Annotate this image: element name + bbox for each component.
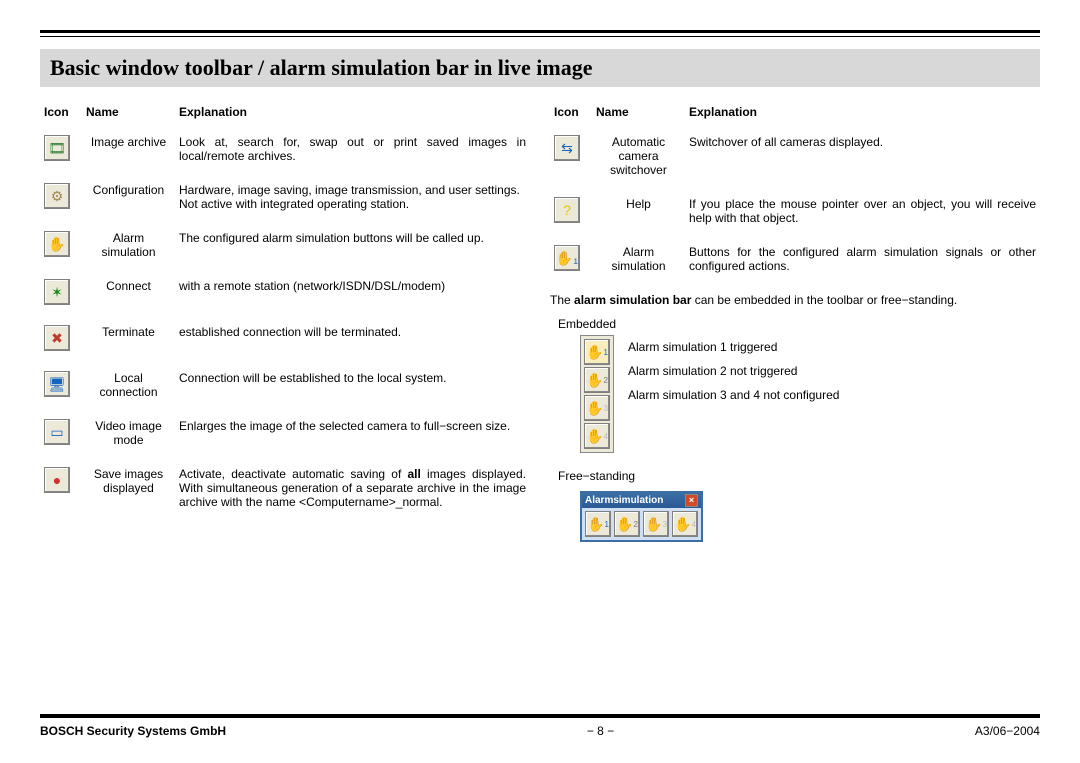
embedded-alarm-text: Alarm simulation 2 not triggered xyxy=(628,359,839,383)
table-row: ✖ Terminateestablished connection will be… xyxy=(40,319,530,365)
th-expl: Explanation xyxy=(685,101,1040,129)
table-row: ✶ Connectwith a remote station (network/I… xyxy=(40,273,530,319)
terminate-icon[interactable]: ✖ xyxy=(44,325,70,351)
alarm-sim-2-icon[interactable]: ✋2 xyxy=(584,367,610,393)
icon-name: Video image mode xyxy=(82,413,175,461)
table-row: ● Save images displayedActivate, deactiva… xyxy=(40,461,530,523)
alarm-simulation-icon[interactable]: ✋₁ xyxy=(554,245,580,271)
icon-explanation: Buttons for the configured alarm simulat… xyxy=(685,239,1040,287)
sim-note: The alarm simulation bar can be embedded… xyxy=(550,293,1040,307)
footer-company: BOSCH Security Systems GmbH xyxy=(40,724,226,738)
icon-name: Connect xyxy=(82,273,175,319)
automatic-camera-switchover-icon[interactable]: ⇆ xyxy=(554,135,580,161)
icon-explanation: with a remote station (network/ISDN/DSL/… xyxy=(175,273,530,319)
close-icon[interactable]: × xyxy=(685,494,698,507)
th-icon: Icon xyxy=(40,101,82,129)
icon-explanation: Enlarges the image of the selected camer… xyxy=(175,413,530,461)
icon-name: Help xyxy=(592,191,685,239)
icon-name: Alarm simulation xyxy=(592,239,685,287)
table-row: ▭ Video image modeEnlarges the image of t… xyxy=(40,413,530,461)
configuration-icon[interactable]: ⚙ xyxy=(44,183,70,209)
page-title: Basic window toolbar / alarm simulation … xyxy=(40,49,1040,87)
save-images-displayed-icon[interactable]: ● xyxy=(44,467,70,493)
icon-name: Alarm simulation xyxy=(82,225,175,273)
embedded-alarm-bar: ✋1 ✋2 ✋3 ✋4 xyxy=(580,335,614,453)
icon-explanation: Look at, search for, swap out or print s… xyxy=(175,129,530,177)
connect-icon[interactable]: ✶ xyxy=(44,279,70,305)
icon-name: Terminate xyxy=(82,319,175,365)
icon-name: Save images displayed xyxy=(82,461,175,523)
icon-explanation: The configured alarm simulation buttons … xyxy=(175,225,530,273)
freestanding-alarm-bar: Alarmsimulation × ✋1 ✋2 ✋3 ✋4 xyxy=(580,491,703,542)
alarm-sim-2-icon[interactable]: ✋2 xyxy=(614,511,640,537)
local-connection-icon[interactable]: 🖥 xyxy=(44,371,70,397)
table-row: ⇆ Automatic camera switchoverSwitchover o… xyxy=(550,129,1040,191)
table-row: ✋ Alarm simulationThe configured alarm si… xyxy=(40,225,530,273)
image-archive-icon[interactable]: 🎞 xyxy=(44,135,70,161)
left-icon-table: Icon Name Explanation 🎞 Image archiveLook… xyxy=(40,101,530,523)
icon-name: Automatic camera switchover xyxy=(592,129,685,191)
alarm-sim-1-icon[interactable]: ✋1 xyxy=(584,339,610,365)
footer-page: − 8 − xyxy=(587,724,614,738)
icon-explanation: Connection will be established to the lo… xyxy=(175,365,530,413)
th-icon: Icon xyxy=(550,101,592,129)
embedded-alarm-texts: Alarm simulation 1 triggeredAlarm simula… xyxy=(628,335,839,407)
video-image-mode-icon[interactable]: ▭ xyxy=(44,419,70,445)
icon-explanation: Activate, deactivate automatic saving of… xyxy=(175,461,530,523)
icon-explanation: If you place the mouse pointer over an o… xyxy=(685,191,1040,239)
table-row: ✋₁ Alarm simulationButtons for the config… xyxy=(550,239,1040,287)
icon-name: Configuration xyxy=(82,177,175,225)
table-row: 🎞 Image archiveLook at, search for, swap … xyxy=(40,129,530,177)
icon-name: Image archive xyxy=(82,129,175,177)
icon-name: Local connection xyxy=(82,365,175,413)
freestanding-title: Alarmsimulation xyxy=(585,495,663,506)
alarm-sim-4-icon: ✋4 xyxy=(672,511,698,537)
icon-explanation: Switchover of all cameras displayed. xyxy=(685,129,1040,191)
help-icon[interactable]: ? xyxy=(554,197,580,223)
th-name: Name xyxy=(82,101,175,129)
alarm-simulation-icon[interactable]: ✋ xyxy=(44,231,70,257)
table-row: 🖥 Local connectionConnection will be esta… xyxy=(40,365,530,413)
footer-doc-id: A3/06−2004 xyxy=(975,724,1040,738)
alarm-sim-3-icon: ✋3 xyxy=(584,395,610,421)
alarm-sim-1-icon[interactable]: ✋1 xyxy=(585,511,611,537)
alarm-sim-3-icon: ✋3 xyxy=(643,511,669,537)
embedded-alarm-text: Alarm simulation 1 triggered xyxy=(628,335,839,359)
embedded-label: Embedded xyxy=(558,317,1040,331)
icon-explanation: Hardware, image saving, image transmissi… xyxy=(175,177,530,225)
th-name: Name xyxy=(592,101,685,129)
embedded-alarm-text: Alarm simulation 3 and 4 not configured xyxy=(628,383,839,407)
freestanding-label: Free−standing xyxy=(558,469,1040,483)
icon-explanation: established connection will be terminate… xyxy=(175,319,530,365)
table-row: ? HelpIf you place the mouse pointer over… xyxy=(550,191,1040,239)
alarm-sim-4-icon: ✋4 xyxy=(584,423,610,449)
table-row: ⚙ ConfigurationHardware, image saving, im… xyxy=(40,177,530,225)
th-expl: Explanation xyxy=(175,101,530,129)
right-icon-table: Icon Name Explanation ⇆ Automatic camera … xyxy=(550,101,1040,287)
